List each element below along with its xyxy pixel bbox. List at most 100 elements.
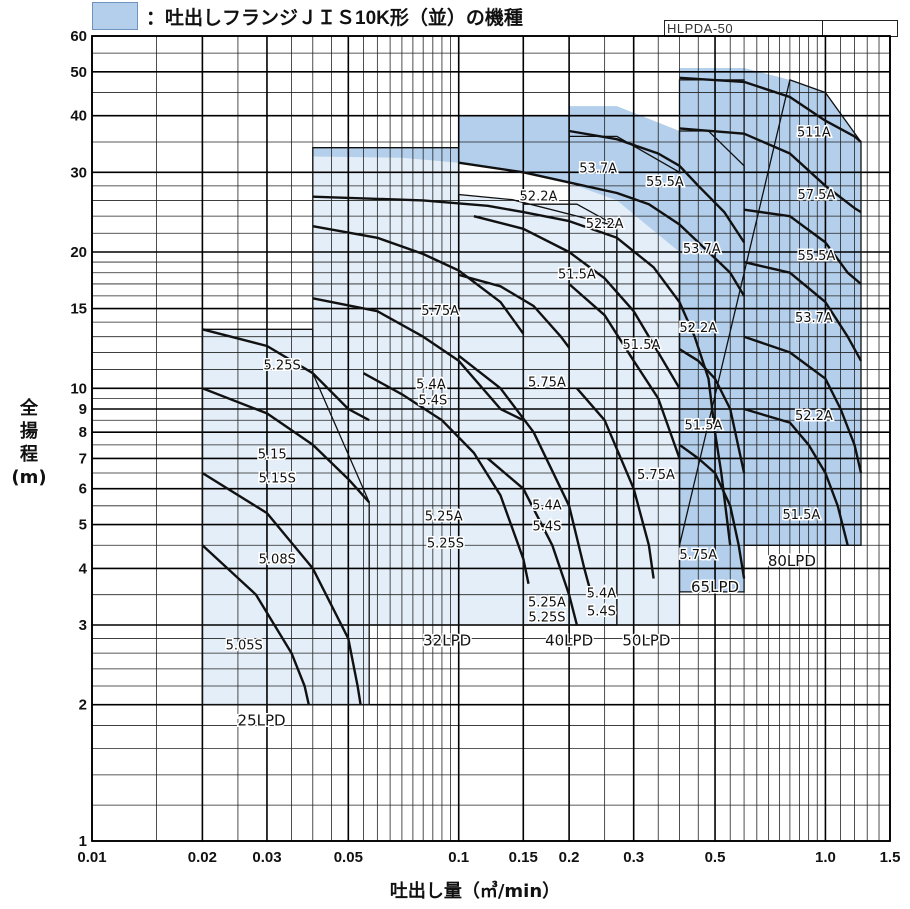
x-tick-label-0.2: 0.2 [559,849,580,866]
region-label-50LPD: 50LPD [622,632,670,650]
curve-55.5A-30 [743,208,862,285]
curve-label-57.5A-29: 57.5A [797,188,835,203]
curve-53.7A-21 [458,161,746,297]
y-tick-label-15: 15 [70,301,87,318]
x-tick-label-0.3: 0.3 [623,849,644,866]
jis-fills [312,68,861,592]
curve-label-511A-28: 511A [797,125,831,140]
curve-label-5.25S-0: 5.25S [264,359,301,374]
curve-label-53.7A-21: 53.7A [579,161,617,176]
curve-5.25S-0 [202,328,370,422]
curve-53.7A-31 [743,260,863,362]
region-label-65LPD: 65LPD [691,578,739,596]
curve-label-52.2A-32: 52.2A [795,409,833,424]
x-tick-label-0.1: 0.1 [448,849,469,866]
x-tick-label-0.5: 0.5 [705,849,726,866]
curve-52.2A-20 [312,195,732,546]
curve-label-5.25A-8: 5.25A [425,510,463,525]
curve-5.4A-11 [457,354,593,596]
curve-5.75A-16 [568,283,681,459]
curve-label-5.75A-16: 5.75A [637,468,675,483]
x-tick-label-0.05: 0.05 [334,849,363,866]
legend: ：吐出しフランジＪＩＳ10K形（並）の機種 [92,2,523,30]
curve-label-5.25S-9: 5.25S [427,536,464,551]
y-tick-label-10: 10 [70,380,87,397]
y-axis-title-2: 程 [20,444,38,465]
y-tick-label-4: 4 [79,560,88,577]
curve-label-5.4S-18: 5.4S [587,604,616,619]
region-label-32LPD: 32LPD [423,632,471,650]
legend-swatch [92,2,138,30]
curve-5.05S-4 [201,544,310,705]
x-tick-label-1.5: 1.5 [880,849,901,866]
curve-57.5A-29 [679,127,862,214]
curve-5.15-1 [201,387,371,504]
x-tick-label-0.01: 0.01 [77,849,106,866]
curve-label-52.2A-20: 52.2A [520,189,558,204]
curve-5.08S-3 [201,471,362,705]
y-tick-label-1: 1 [79,833,87,850]
y-tick-label-7: 7 [79,450,87,467]
curve-51.5A-15 [473,215,681,389]
y-tick-label-60: 60 [70,28,87,45]
curve-5.75A-5 [312,225,525,335]
curve-5.75A-10 [458,273,571,349]
curve-label-5.4A-6: 5.4A [416,377,446,392]
curve-label-5.15S-2: 5.15S [259,471,296,486]
curve-label-53.7A-31: 53.7A [795,311,833,326]
curve-label-5.75A-10: 5.75A [528,375,566,390]
y-tick-label-20: 20 [70,244,87,261]
x-tick-label-0.15: 0.15 [509,849,538,866]
plot-frame [91,35,891,842]
region-border-50LPD [568,135,681,626]
curve-5.25A-13 [486,457,579,626]
curve-labels: 5.25S 5.15 5.15S 5.08S 5.05S 5.75A 5.4A 5.4S 5.2… [224,124,837,655]
curve-label-5.05S-4: 5.05S [226,638,263,653]
curve-label-5.25S-14: 5.25S [528,611,565,626]
y-axis-title-1: 揚 [20,421,38,442]
y-tick-label-6: 6 [79,481,87,498]
model-box-divider [822,21,823,36]
curve-label-55.5A-30: 55.5A [797,249,835,264]
x-tick-label-0.03: 0.03 [252,849,281,866]
curve-52.2A-32 [743,335,863,474]
model-code: HLPDA-50 [667,21,734,36]
curve-5.25A-8 [362,372,530,585]
y-tick-label-30: 30 [70,164,87,181]
y-tick-label-40: 40 [70,108,87,125]
curve-5.75A-27 [678,443,746,579]
legend-text: ：吐出しフランジＪＩＳ10K形（並）の機種 [146,7,523,29]
curve-511A-28 [679,76,862,143]
curve-label-53.7A-24: 53.7A [683,242,721,257]
y-tick-label-3: 3 [79,617,87,634]
curve-label-5.4S-7: 5.4S [418,394,447,409]
axes: 0.01 0.02 0.03 0.05 0.1 0.15 0.2 0.3 0.5 1.0 1.5 1 2… [11,28,900,902]
curve-label-5.4A-11: 5.4A [532,498,562,513]
y-tick-label-9: 9 [79,401,87,418]
curve-label-5.75A-27: 5.75A [679,548,717,563]
region-50LPD [569,136,680,625]
curve-51.5A-26 [678,348,746,474]
curve-label-51.5A-19: 51.5A [623,338,661,353]
curve-label-51.5A-15: 51.5A [558,267,596,282]
x-tick-label-1: 1.0 [815,849,836,866]
curve-5.4A-6 [312,297,524,422]
curve-55.5A-23 [568,129,746,244]
region-borders: 25LPD 32LPD 40LPD 50LPD 65LPD 80LPD [201,79,862,731]
region-label-40LPD: 40LPD [545,632,593,650]
curve-label-52.2A-25: 52.2A [679,321,717,336]
curve-label-5.08S-3: 5.08S [259,553,296,568]
grid [91,35,891,842]
region-label-25LPD: 25LPD [238,711,286,729]
region-label-80LPD: 80LPD [768,552,816,570]
x-tick-label-0.02: 0.02 [188,849,217,866]
curve-label-51.5A-33: 51.5A [782,508,820,523]
curve-label-55.5A-23: 55.5A [646,175,684,190]
curve-label-51.5A-26: 51.5A [685,419,723,434]
curve-5.4A-17 [575,387,655,579]
y-axis-title-3: (m) [11,467,46,488]
curve-label-5.25A-13: 5.25A [528,595,566,610]
y-tick-label-8: 8 [79,424,87,441]
curve-label-5.75A-5: 5.75A [421,304,459,319]
